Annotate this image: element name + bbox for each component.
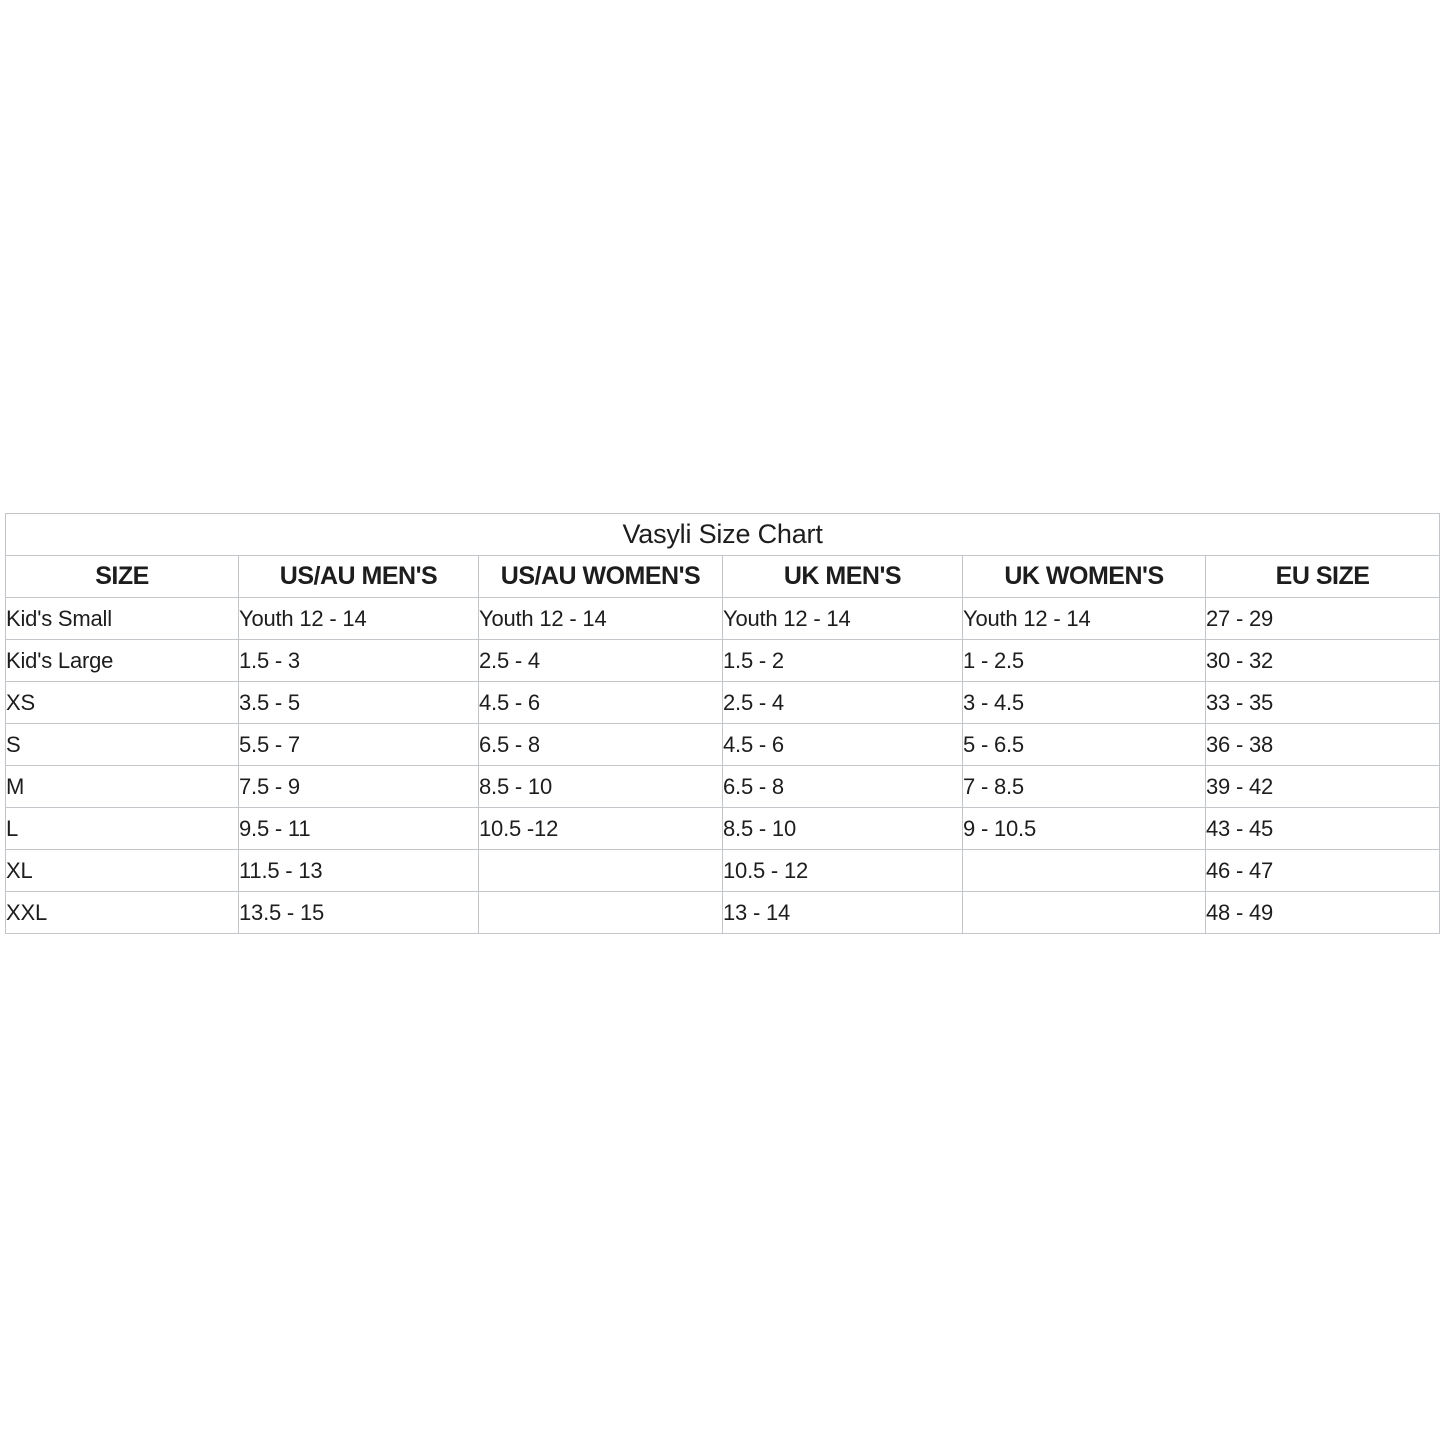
table-cell: Kid's Large (5, 639, 239, 682)
table-cell: 9.5 - 11 (238, 807, 479, 850)
table-cell: 11.5 - 13 (238, 849, 479, 892)
table-cell: 39 - 42 (1204, 765, 1441, 808)
table-cell: 27 - 29 (1204, 597, 1441, 640)
table-cell: 43 - 45 (1204, 807, 1441, 850)
table-cell: 7.5 - 9 (238, 765, 479, 808)
size-chart-table: Vasyli Size Chart SIZE US/AU MEN'S US/AU… (4, 513, 1441, 934)
table-cell: Youth 12 - 14 (478, 597, 723, 640)
table-cell (962, 849, 1206, 892)
column-header-uk-mens: UK MEN'S (722, 555, 963, 598)
table-cell: S (5, 723, 239, 766)
table-row: XS 3.5 - 5 4.5 - 6 2.5 - 4 3 - 4.5 33 - … (5, 681, 1441, 724)
table-row: M 7.5 - 9 8.5 - 10 6.5 - 8 7 - 8.5 39 - … (5, 765, 1441, 808)
table-cell: 10.5 - 12 (722, 849, 963, 892)
table-cell: Youth 12 - 14 (238, 597, 479, 640)
table-row: Kid's Small Youth 12 - 14 Youth 12 - 14 … (5, 597, 1441, 640)
table-row: S 5.5 - 7 6.5 - 8 4.5 - 6 5 - 6.5 36 - 3… (5, 723, 1441, 766)
table-cell: 46 - 47 (1204, 849, 1441, 892)
table-cell: Youth 12 - 14 (962, 597, 1206, 640)
table-row: L 9.5 - 11 10.5 -12 8.5 - 10 9 - 10.5 43… (5, 807, 1441, 850)
table-cell: 4.5 - 6 (478, 681, 723, 724)
table-cell: 2.5 - 4 (478, 639, 723, 682)
table-cell: 1.5 - 3 (238, 639, 479, 682)
table-cell: L (5, 807, 239, 850)
table-cell: 13 - 14 (722, 891, 963, 934)
table-row: XL 11.5 - 13 10.5 - 12 46 - 47 (5, 849, 1441, 892)
table-cell: XXL (5, 891, 239, 934)
table-row: XXL 13.5 - 15 13 - 14 48 - 49 (5, 891, 1441, 934)
table-cell: 5 - 6.5 (962, 723, 1206, 766)
table-cell: 48 - 49 (1204, 891, 1441, 934)
table-cell: 2.5 - 4 (722, 681, 963, 724)
table-cell: 3 - 4.5 (962, 681, 1206, 724)
column-header-eu-size: EU SIZE (1204, 555, 1441, 598)
table-cell: 30 - 32 (1204, 639, 1441, 682)
table-cell: 8.5 - 10 (722, 807, 963, 850)
table-cell: 6.5 - 8 (478, 723, 723, 766)
table-cell: 13.5 - 15 (238, 891, 479, 934)
table-cell: 10.5 -12 (478, 807, 723, 850)
table-cell (478, 849, 723, 892)
column-header-us-au-mens: US/AU MEN'S (238, 555, 479, 598)
column-header-size: SIZE (5, 555, 239, 598)
table-cell (478, 891, 723, 934)
column-header-uk-womens: UK WOMEN'S (962, 555, 1206, 598)
table-cell: 1 - 2.5 (962, 639, 1206, 682)
table-cell: M (5, 765, 239, 808)
column-header-us-au-womens: US/AU WOMEN'S (478, 555, 723, 598)
table-row: Kid's Large 1.5 - 3 2.5 - 4 1.5 - 2 1 - … (5, 639, 1441, 682)
table-cell: Youth 12 - 14 (722, 597, 963, 640)
table-cell: 9 - 10.5 (962, 807, 1206, 850)
table-cell: 8.5 - 10 (478, 765, 723, 808)
table-cell: 4.5 - 6 (722, 723, 963, 766)
table-cell: Kid's Small (5, 597, 239, 640)
table-cell: 33 - 35 (1204, 681, 1441, 724)
table-title: Vasyli Size Chart (4, 513, 1441, 556)
table-cell: 3.5 - 5 (238, 681, 479, 724)
table-cell: 36 - 38 (1204, 723, 1441, 766)
table-title-row: Vasyli Size Chart (4, 513, 1441, 556)
table-cell: 5.5 - 7 (238, 723, 479, 766)
table-cell: 6.5 - 8 (722, 765, 963, 808)
table-cell: 7 - 8.5 (962, 765, 1206, 808)
table-cell (962, 891, 1206, 934)
table-cell: XS (5, 681, 239, 724)
table-cell: 1.5 - 2 (722, 639, 963, 682)
table-cell: XL (5, 849, 239, 892)
table-header-row: SIZE US/AU MEN'S US/AU WOMEN'S UK MEN'S … (5, 555, 1441, 598)
